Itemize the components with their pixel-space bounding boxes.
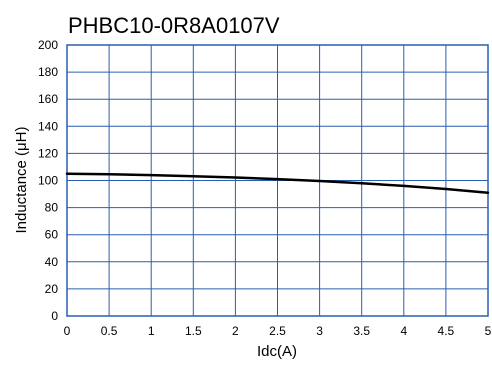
- x-tick-label: 1: [148, 324, 155, 338]
- y-tick-label: 160: [38, 92, 58, 106]
- x-tick-label: 4: [400, 324, 407, 338]
- x-axis-label: Idc(A): [257, 343, 297, 360]
- y-tick-label: 80: [45, 201, 59, 215]
- x-tick-label: 1.5: [185, 324, 202, 338]
- grid-layer: [66, 44, 489, 317]
- y-tick-label: 40: [45, 255, 59, 269]
- y-tick-label: 200: [38, 38, 58, 52]
- y-tick-label: 120: [38, 146, 58, 160]
- y-axis-label: Inductance (μH): [13, 126, 30, 233]
- x-tick-label: 3: [316, 324, 323, 338]
- x-tick-label: 3.5: [353, 324, 370, 338]
- y-tick-label: 20: [45, 282, 59, 296]
- x-tick-label: 2.5: [269, 324, 286, 338]
- y-tick-label: 60: [45, 228, 59, 242]
- y-tick-label: 100: [38, 174, 58, 188]
- tick-labels: 0 0.5 1 1.5 2 2.5 3 3.5 4 4.5 5 0 20 40 60 80 100 120 140 1…: [38, 38, 492, 338]
- chart-title: PHBC10-0R8A0107V: [68, 13, 280, 38]
- y-tick-label: 0: [51, 309, 58, 323]
- y-tick-label: 140: [38, 119, 58, 133]
- series-layer: [65, 172, 490, 194]
- plot-frame: [66, 44, 489, 317]
- x-tick-label: 5: [485, 324, 492, 338]
- x-tick-label: 2: [232, 324, 239, 338]
- x-tick-label: 0.5: [101, 324, 118, 338]
- x-tick-label: 0: [64, 324, 71, 338]
- y-tick-label: 180: [38, 65, 58, 79]
- x-tick-label: 4.5: [438, 324, 455, 338]
- inductance-series-line: [65, 172, 490, 194]
